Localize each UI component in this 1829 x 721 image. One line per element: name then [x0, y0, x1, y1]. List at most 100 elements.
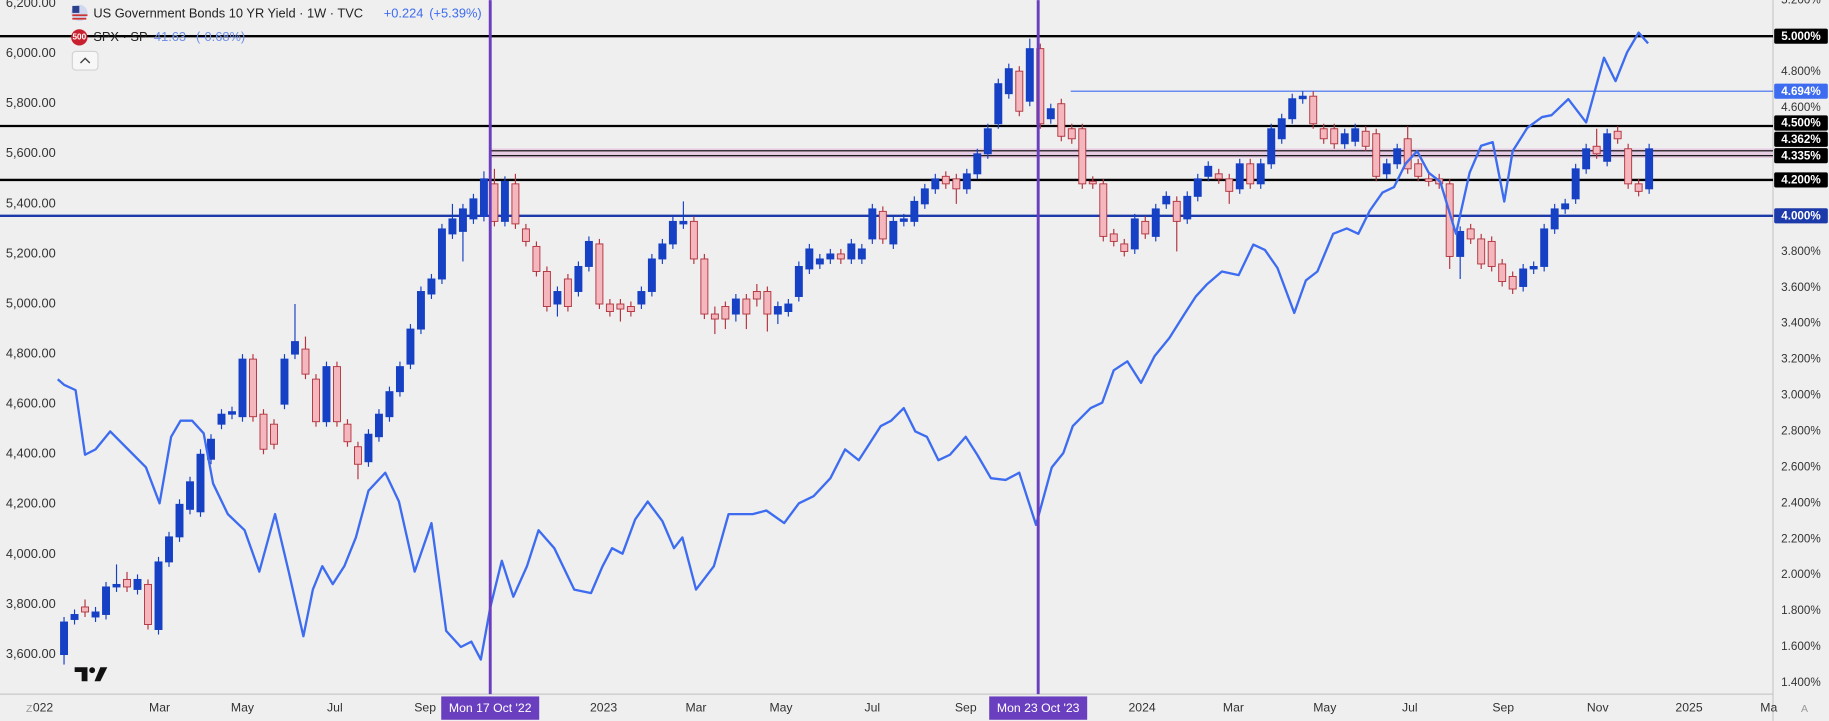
candle-body [217, 413, 226, 425]
y-tick-label: 4,400.00 [6, 446, 56, 461]
candle-body [1487, 240, 1496, 267]
candle-body [1571, 168, 1580, 200]
level-tag [1774, 208, 1828, 224]
candle-body [1172, 200, 1181, 222]
candle-body [1361, 130, 1370, 147]
candle-body [857, 248, 866, 260]
level-tag [1774, 131, 1828, 147]
candle-body [1561, 203, 1570, 210]
candle-body [479, 178, 488, 217]
collapse-icon [79, 57, 91, 64]
candle-body [1319, 128, 1328, 140]
candle-body [1309, 95, 1318, 125]
candle-body [1235, 163, 1244, 190]
candle-body [710, 313, 719, 320]
candle-body [721, 306, 730, 320]
y2-tick-label: 3.000% [1781, 389, 1821, 402]
x-tick-label: Nov [1587, 700, 1610, 714]
candle-body [1540, 228, 1549, 267]
candle-body [112, 583, 121, 588]
candle-body [60, 621, 69, 656]
candle-body [752, 291, 761, 300]
candle-body [542, 271, 551, 307]
candle-body [291, 341, 299, 355]
axis-button[interactable]: A [1801, 704, 1808, 715]
candle-body [448, 218, 457, 235]
candle-body [1141, 220, 1150, 235]
candle-body [1340, 133, 1349, 145]
candle-body [647, 258, 656, 292]
x-tick-label: Jul [327, 700, 343, 714]
candle-body [186, 481, 194, 510]
candle-body [1025, 48, 1034, 102]
axis-button[interactable]: Z [26, 704, 33, 715]
candle-body [1193, 178, 1202, 197]
candle-body [238, 358, 247, 418]
candle-body [1204, 165, 1213, 177]
y2-tick-label: 2.000% [1781, 568, 1821, 581]
candle-body [679, 220, 688, 225]
tv-logo [74, 667, 108, 682]
candle-body [605, 303, 614, 312]
y2-tick-label: 5.200% [1781, 0, 1821, 6]
x-tick-label: May [231, 700, 255, 714]
candle-body [81, 606, 89, 613]
legend-change-pct: (+5.39%) [429, 5, 481, 20]
badge [71, 29, 88, 46]
candle-body [1550, 208, 1559, 230]
candle-body [312, 378, 320, 423]
collapse-button[interactable] [71, 50, 99, 71]
candle-body [1277, 118, 1286, 140]
y2-tick-label: 3.800% [1781, 245, 1821, 258]
candle-body [1151, 208, 1160, 237]
candle-body [1466, 228, 1475, 240]
y-tick-label: 4,600.00 [6, 396, 56, 411]
y-tick-label: 3,600.00 [6, 646, 56, 661]
candle-body [165, 536, 173, 563]
candle-body [228, 411, 236, 415]
candle-body [941, 175, 950, 185]
candle-body [1046, 108, 1055, 120]
candle-body [878, 210, 887, 240]
level-label: 4.335% [1781, 149, 1821, 162]
x-tick-label: Ma [1760, 700, 1777, 714]
candle-body [1120, 243, 1129, 252]
y2-tick-label: 4.600% [1781, 101, 1821, 114]
level-tag [1774, 28, 1828, 44]
candle-body [133, 578, 142, 590]
x-tick-label: 2024 [1129, 700, 1156, 714]
candle-body [794, 265, 803, 297]
candle-body [836, 253, 845, 260]
candle-body [931, 178, 940, 190]
level-label: 5.000% [1781, 30, 1821, 43]
x-tick-label: 2023 [590, 700, 617, 714]
candle-body [1088, 180, 1097, 185]
candle-body [962, 173, 971, 190]
candle-body [469, 198, 478, 220]
candle-body [511, 183, 520, 225]
candle-body [196, 453, 205, 513]
candle-body [1267, 128, 1276, 165]
y2-tick-label: 2.600% [1781, 460, 1821, 473]
candle-body [1634, 183, 1643, 192]
candle-body [1246, 163, 1255, 185]
candle-body [742, 298, 751, 315]
candle-body [343, 423, 352, 443]
candle-body [920, 188, 929, 205]
legend-change: +0.224 [384, 5, 424, 20]
candle-body [584, 240, 593, 267]
candle-body [899, 218, 908, 222]
legend-title: SPX · SP [93, 29, 147, 44]
candle-body [868, 208, 877, 240]
badge-text: 500 [73, 33, 87, 42]
candle-body [731, 298, 740, 315]
candle-body [154, 561, 163, 630]
candle-body [1256, 163, 1265, 185]
candle-body [301, 348, 310, 375]
marker-tag [989, 696, 1088, 720]
candle-body [1004, 68, 1013, 95]
y-tick-label: 4,800.00 [6, 345, 56, 360]
y2-tick-label: 1.800% [1781, 604, 1821, 617]
candle-body [689, 220, 698, 260]
